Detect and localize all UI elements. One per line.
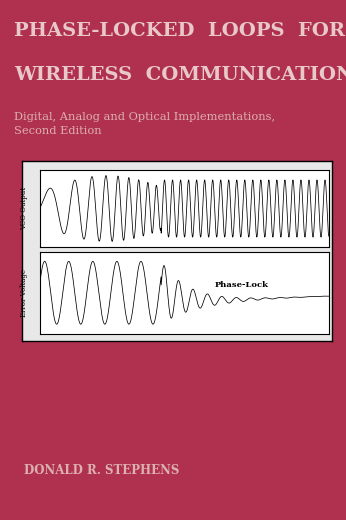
Text: DONALD R. STEPHENS: DONALD R. STEPHENS	[24, 464, 180, 476]
Text: Error Voltage: Error Voltage	[20, 269, 28, 317]
Text: PHASE-LOCKED  LOOPS  FOR: PHASE-LOCKED LOOPS FOR	[14, 22, 345, 40]
Text: Phase-Lock: Phase-Lock	[215, 281, 269, 289]
Text: VCO Output: VCO Output	[20, 187, 28, 230]
Text: WIRELESS  COMMUNICATIONS: WIRELESS COMMUNICATIONS	[14, 66, 346, 84]
Text: Digital, Analog and Optical Implementations,
Second Edition: Digital, Analog and Optical Implementati…	[14, 112, 275, 136]
